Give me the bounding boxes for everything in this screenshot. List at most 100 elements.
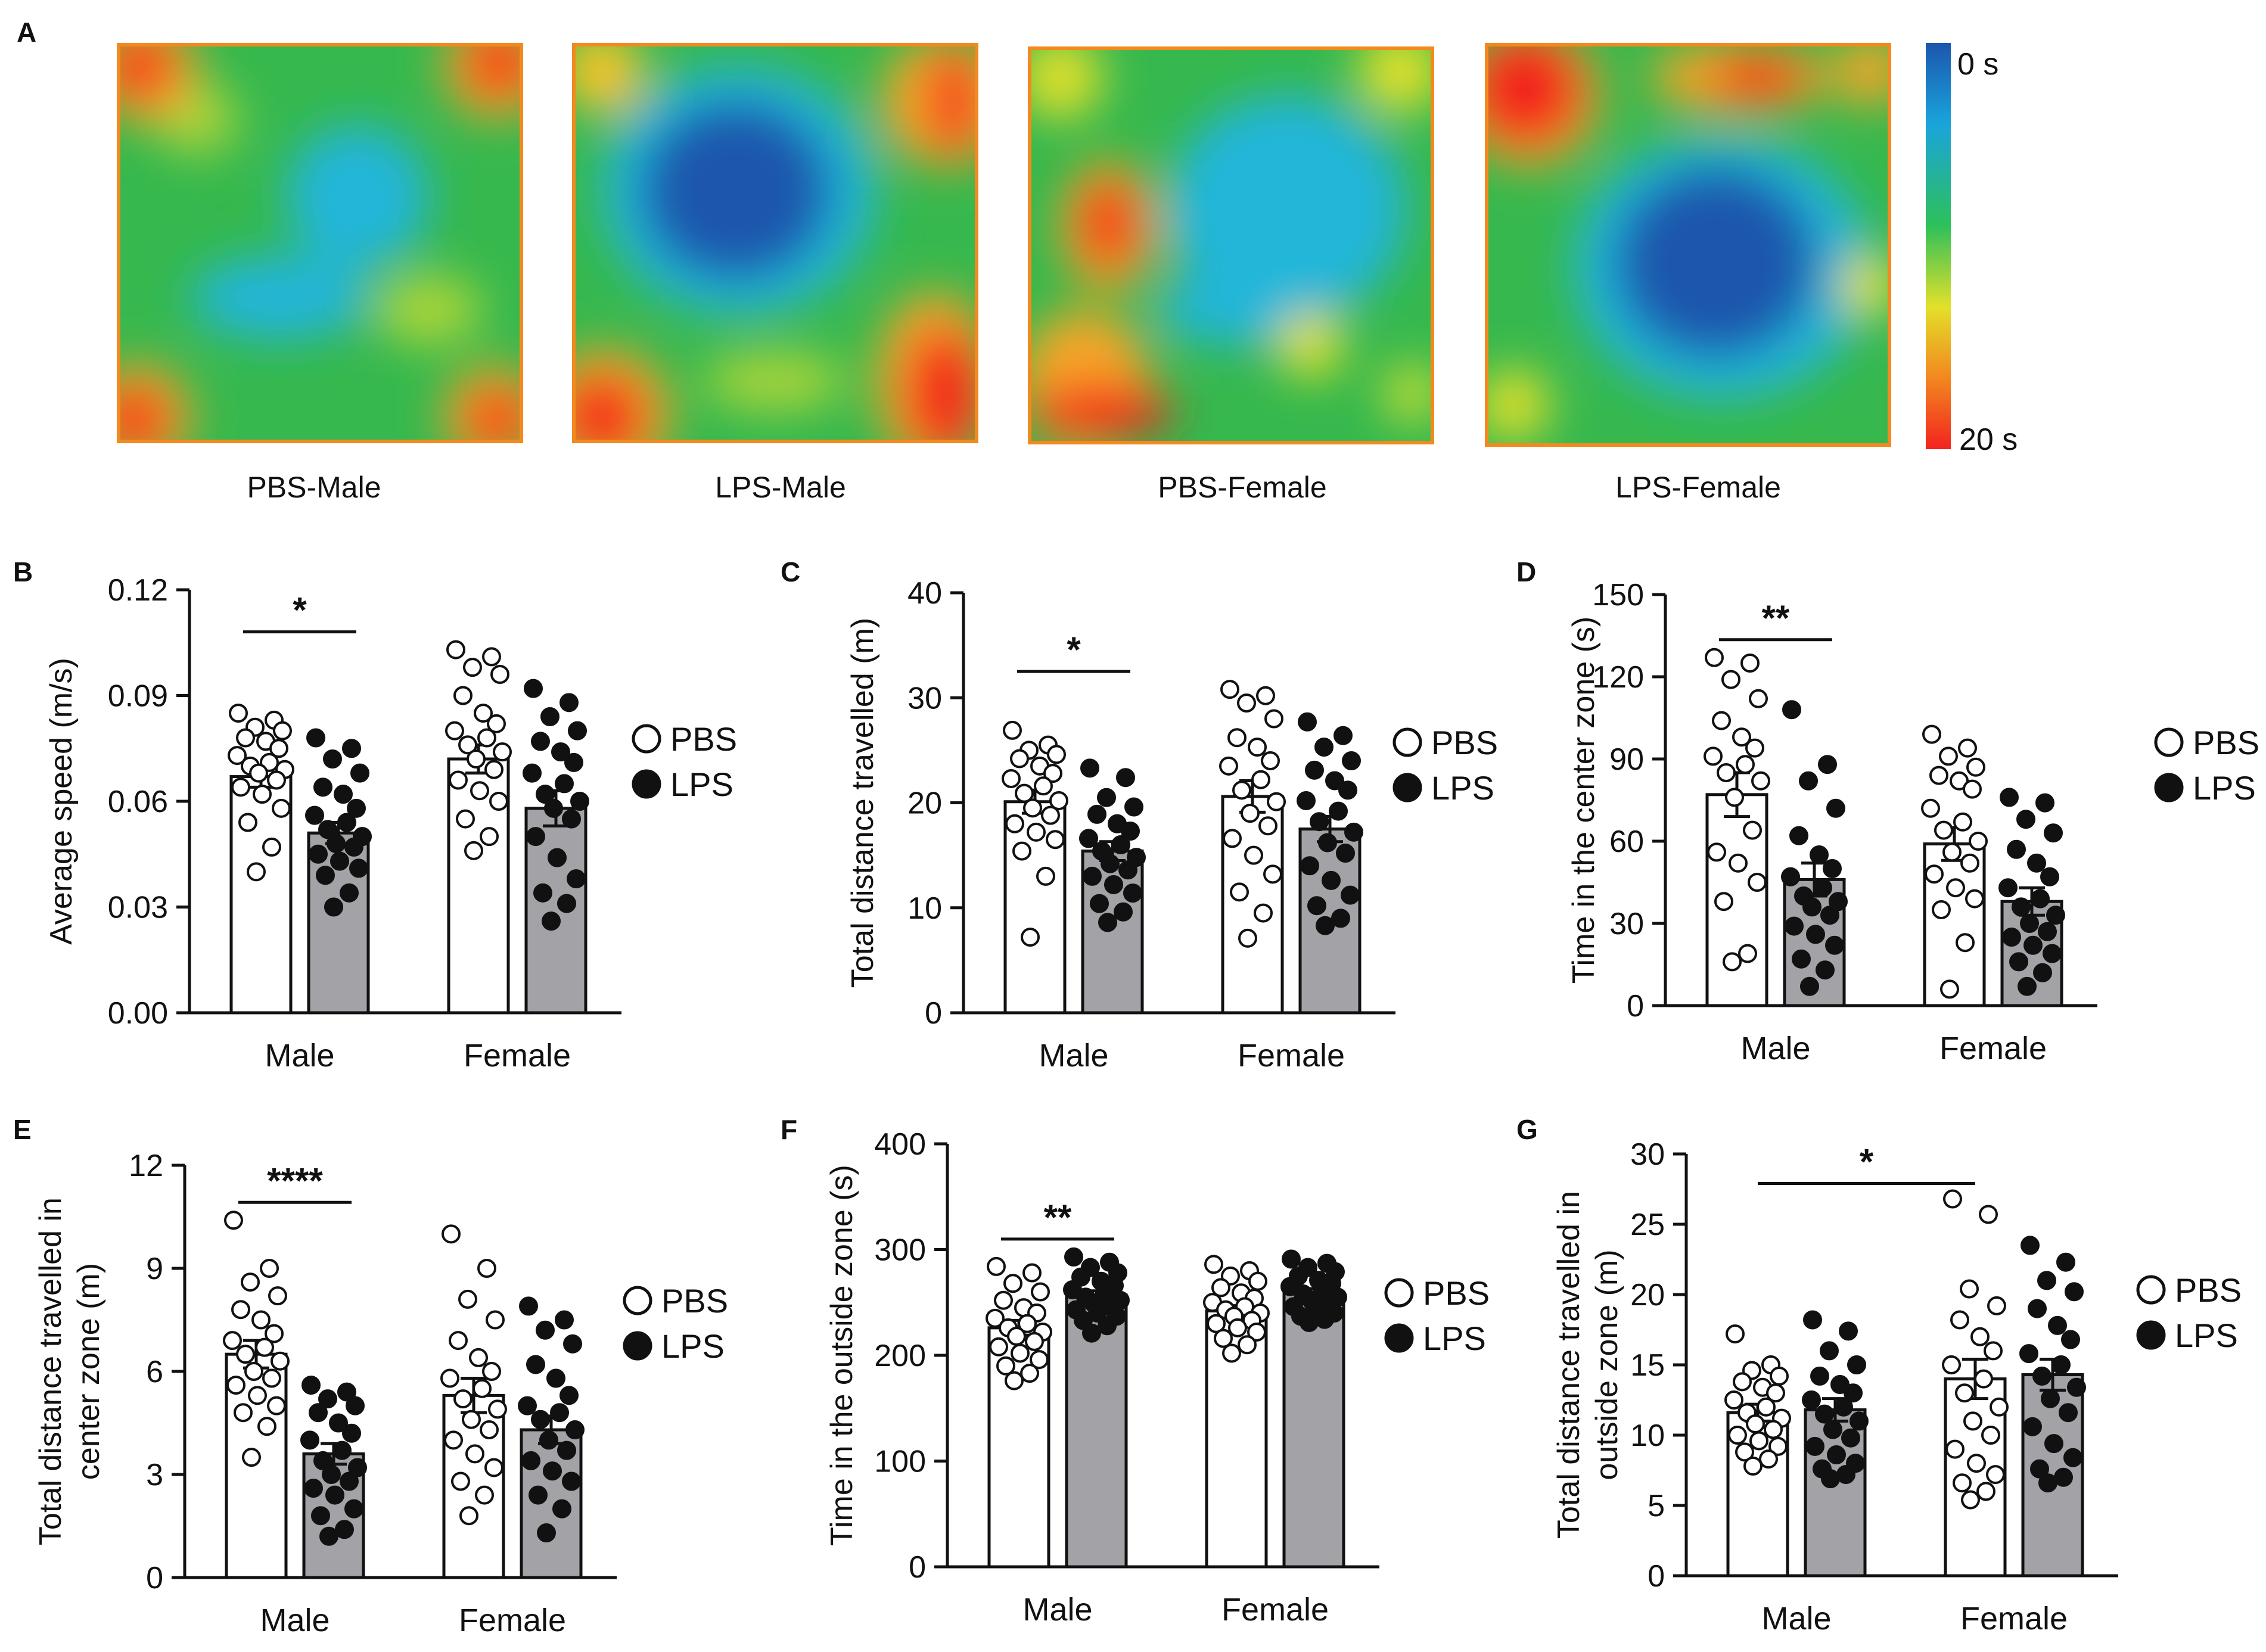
data-point-pbs <box>994 1290 1013 1310</box>
data-point-pbs <box>451 1471 470 1491</box>
data-point-lps <box>1782 700 1801 720</box>
data-point-pbs <box>1010 749 1029 769</box>
data-point-lps <box>1836 1465 1855 1485</box>
data-point-lps <box>544 798 563 818</box>
data-point-pbs <box>231 777 250 797</box>
data-point-pbs <box>1965 889 1984 909</box>
data-point-pbs <box>1735 1442 1754 1462</box>
data-point-pbs <box>271 1351 290 1371</box>
data-point-pbs <box>1012 841 1031 861</box>
legend-pbs-marker <box>2136 1275 2166 1305</box>
data-point-lps <box>1087 804 1106 824</box>
data-point-lps <box>540 707 559 726</box>
data-point-lps <box>337 813 356 832</box>
data-point-lps <box>301 1376 321 1395</box>
data-point-lps <box>1315 1309 1334 1329</box>
data-point-lps <box>2023 1417 2042 1436</box>
data-point-pbs <box>1942 1355 1961 1374</box>
data-point-lps <box>2009 952 2028 972</box>
data-point-lps <box>552 1499 571 1519</box>
data-point-pbs <box>989 1337 1008 1357</box>
data-point-pbs <box>1256 686 1275 705</box>
legend-lps-label: LPS <box>661 1327 725 1365</box>
data-point-lps <box>2035 793 2054 813</box>
x-category-label: Male <box>1039 1038 1108 1074</box>
data-point-lps <box>2054 1467 2073 1487</box>
x-category-label: Female <box>1238 1038 1345 1074</box>
data-point-lps <box>1080 758 1099 778</box>
data-point-lps <box>340 883 359 903</box>
data-point-lps <box>350 763 369 783</box>
data-point-lps <box>562 809 581 829</box>
data-point-pbs <box>238 813 257 832</box>
y-axis-label: Total distance travelled (m) <box>846 618 880 988</box>
data-point-lps <box>1815 1404 1834 1424</box>
data-point-lps <box>1111 835 1130 854</box>
data-point-pbs <box>247 862 266 882</box>
data-point-pbs <box>465 1444 484 1464</box>
data-point-pbs <box>487 714 506 733</box>
data-point-pbs <box>1031 1282 1050 1302</box>
legend-lps-marker <box>623 1331 652 1361</box>
data-point-lps <box>1298 712 1317 732</box>
data-point-pbs <box>459 1506 478 1526</box>
data-point-pbs <box>1241 804 1260 823</box>
data-point-lps <box>526 1355 545 1374</box>
y-tick-label: 100 <box>874 1445 926 1479</box>
data-point-pbs <box>1981 1426 2000 1445</box>
y-axis-label: center zone (m) <box>72 1263 106 1480</box>
data-point-lps <box>1118 860 1137 880</box>
data-point-lps <box>1829 892 1848 911</box>
data-point-lps <box>557 1441 576 1460</box>
heatmap-lps-male <box>572 43 978 443</box>
data-point-pbs <box>1766 1383 1785 1403</box>
data-point-lps <box>1820 1341 1839 1361</box>
data-point-lps <box>2059 1403 2078 1423</box>
data-point-pbs <box>1211 1278 1230 1298</box>
data-point-lps <box>1336 844 1355 863</box>
data-point-pbs <box>1745 738 1764 758</box>
data-point-pbs <box>1738 944 1757 963</box>
heatmap-label: LPS-Female <box>1615 471 1781 504</box>
data-point-lps <box>1839 1321 1858 1341</box>
data-point-pbs <box>1958 738 1977 758</box>
data-point-pbs <box>1942 842 1962 862</box>
data-point-pbs <box>1953 1473 1972 1493</box>
data-point-lps <box>531 732 550 751</box>
data-point-lps <box>531 1410 550 1429</box>
data-point-pbs <box>1740 654 1760 673</box>
y-tick-label: 40 <box>907 576 942 611</box>
y-tick-label: 30 <box>907 681 942 715</box>
legend-lps-marker <box>632 769 661 799</box>
y-tick-label: 0 <box>1627 989 1644 1023</box>
data-point-lps <box>563 1334 582 1354</box>
data-point-lps <box>1813 878 1832 898</box>
data-point-lps <box>518 1396 537 1415</box>
data-point-lps <box>2020 914 2039 933</box>
significance-label: ** <box>1762 598 1790 638</box>
data-point-lps <box>1802 897 1821 917</box>
data-point-lps <box>300 1430 319 1450</box>
data-point-pbs <box>1049 791 1068 810</box>
data-point-pbs <box>1939 746 1958 766</box>
data-point-pbs <box>1220 680 1239 699</box>
data-point-pbs <box>486 1310 505 1330</box>
data-point-lps <box>322 1465 341 1484</box>
data-point-pbs <box>1263 864 1282 884</box>
data-point-lps <box>1850 1411 1869 1431</box>
legend-lps-label: LPS <box>2175 1317 2238 1354</box>
data-point-pbs <box>1764 1420 1783 1439</box>
data-point-pbs <box>1714 892 1733 911</box>
colorbar-bottom-label: 20 s <box>1959 422 2018 457</box>
data-point-pbs <box>1041 805 1060 825</box>
data-point-lps <box>1123 883 1142 903</box>
data-point-pbs <box>1021 928 1040 947</box>
data-point-lps <box>2019 1344 2038 1364</box>
data-point-lps <box>521 1451 540 1470</box>
data-point-pbs <box>251 1310 271 1330</box>
data-point-pbs <box>1726 1324 1745 1344</box>
data-point-lps <box>2038 922 2057 941</box>
data-point-pbs <box>1725 788 1744 807</box>
data-point-lps <box>1316 916 1335 935</box>
data-point-pbs <box>1960 853 1979 873</box>
